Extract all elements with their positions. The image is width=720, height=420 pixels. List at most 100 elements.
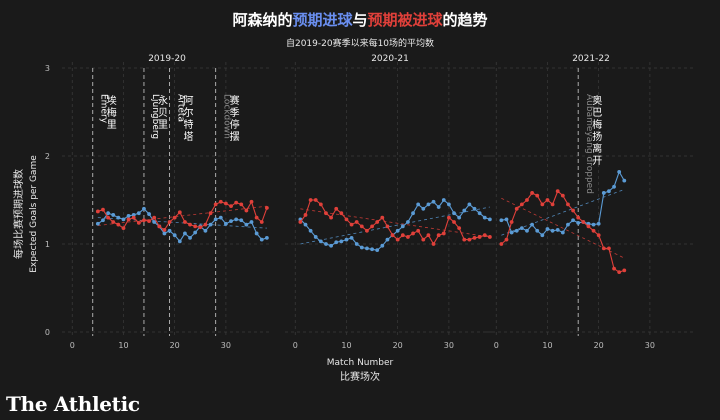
data-point-xga (504, 237, 509, 242)
data-point-xga (198, 225, 203, 230)
series-xga (298, 198, 492, 246)
series-xg (95, 206, 269, 244)
x-axis-label-zh: 比赛场次 (340, 370, 380, 383)
data-point-xga (400, 233, 405, 238)
data-point-xg (504, 217, 509, 222)
data-point-xga (177, 210, 182, 215)
event-label-zh-char: 季 (230, 107, 240, 119)
chart-title: 阿森纳的预期进球与预期被进球的趋势 (232, 11, 487, 29)
data-point-xg (499, 218, 504, 223)
data-point-xga (101, 207, 105, 212)
event-label-en: Aubameyang dropped (584, 94, 594, 194)
title-part-1: 预期进球 (292, 11, 353, 29)
data-point-xga (550, 202, 555, 207)
y-tick-label: 0 (45, 328, 50, 337)
data-point-xg (106, 211, 110, 216)
data-point-xg (540, 233, 545, 238)
data-point-xg (525, 228, 529, 233)
event-label-zh-char: 摆 (230, 130, 240, 143)
data-point-xg (370, 247, 374, 252)
data-point-xg (224, 221, 228, 226)
trend-line-xga (300, 208, 490, 238)
data-point-xg (354, 242, 359, 246)
data-point-xg (601, 191, 606, 195)
event-label-zh-char: 尔 (184, 106, 194, 119)
data-point-xga (472, 235, 477, 240)
trend-line-xga (501, 197, 625, 259)
event-label-zh-char: 特 (184, 119, 194, 131)
data-point-xga (411, 231, 415, 236)
data-point-xg (121, 217, 126, 222)
data-point-xg (596, 221, 601, 226)
data-point-xga (467, 237, 472, 242)
y-tick-label: 2 (45, 152, 50, 161)
data-point-xg (344, 237, 349, 242)
series-line-xg (300, 199, 491, 251)
data-point-xga (126, 217, 131, 222)
data-point-xga (375, 220, 380, 224)
data-point-xga (482, 233, 487, 238)
x-tick-label: 10 (118, 341, 128, 350)
data-point-xg (188, 235, 192, 240)
data-point-xg (244, 222, 249, 227)
data-point-xg (622, 178, 627, 183)
event-label-zh-char: 永 (158, 94, 168, 107)
trend-line-xg (300, 206, 490, 245)
data-point-xga (395, 237, 400, 242)
data-point-xga (452, 220, 456, 224)
data-point-xga (431, 242, 436, 246)
data-point-xga (203, 222, 208, 227)
data-point-xga (254, 215, 259, 220)
data-point-xg (426, 202, 431, 207)
data-point-xga (540, 202, 545, 207)
data-point-xga (213, 202, 218, 207)
data-point-xga (560, 193, 565, 198)
x-tick-label: 30 (645, 341, 655, 350)
data-point-xga (172, 215, 177, 220)
data-point-xga (390, 233, 395, 238)
data-point-xga (162, 228, 167, 232)
data-point-xga (509, 220, 514, 224)
data-point-xg (617, 169, 622, 174)
data-point-xg (249, 220, 254, 224)
x-tick-label: 30 (221, 341, 231, 350)
data-point-xga (601, 246, 606, 251)
data-point-xga (183, 220, 187, 224)
data-point-xg (152, 220, 157, 224)
data-point-xg (411, 211, 415, 216)
data-point-xga (116, 222, 121, 227)
data-point-xg (431, 199, 436, 204)
data-point-xg (452, 211, 456, 216)
event-label-zh-char: 离 (592, 142, 602, 155)
trend-line-xga (97, 205, 267, 226)
event-label-zh-char: 停 (230, 118, 240, 131)
y-axis-label-en: Expected Goals per Game (29, 155, 39, 273)
data-point-xg (193, 230, 198, 235)
data-point-xga (121, 226, 126, 231)
y-tick-label: 3 (45, 64, 50, 73)
data-point-xga (308, 198, 313, 202)
x-tick-label: 20 (594, 341, 604, 350)
data-point-xga (224, 201, 228, 206)
x-tick-label: 0 (494, 341, 499, 350)
data-point-xg (462, 208, 467, 213)
data-point-xg (395, 228, 400, 233)
data-point-xg (576, 220, 581, 225)
data-point-xga (370, 224, 374, 229)
data-point-xga (426, 233, 431, 238)
data-point-xga (514, 206, 519, 211)
data-point-xg (487, 217, 492, 222)
data-point-xga (152, 215, 157, 220)
title-part-3: 预期被进球 (368, 11, 444, 29)
data-point-xga (106, 215, 110, 220)
data-point-xga (318, 202, 323, 207)
data-point-xga (239, 202, 244, 207)
event-label-en: Ljungberg (150, 94, 160, 139)
event-label-zh-char: 开 (592, 156, 602, 167)
data-point-xga (525, 198, 529, 202)
data-point-xg (472, 206, 477, 211)
data-point-xga (131, 215, 136, 220)
data-point-xga (462, 237, 467, 242)
